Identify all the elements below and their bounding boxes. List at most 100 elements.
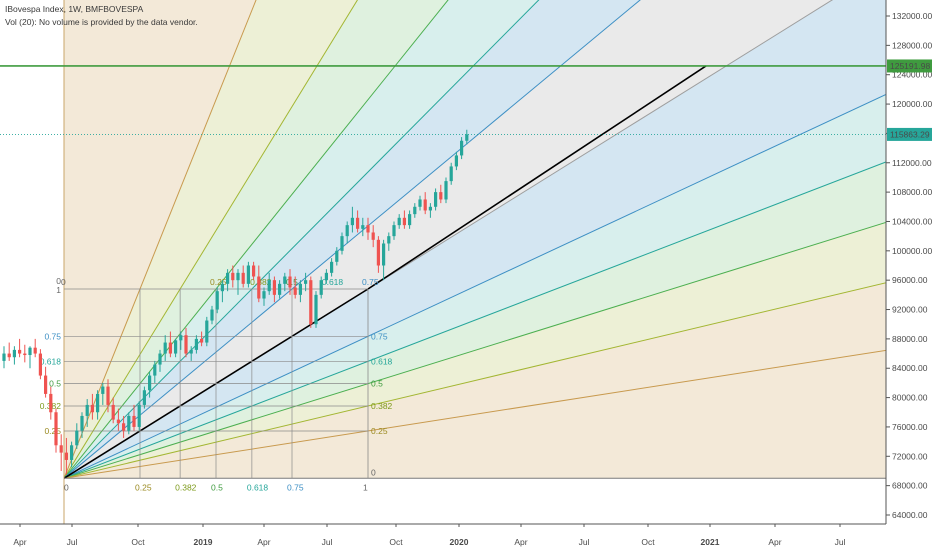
candle-body: [205, 320, 209, 343]
x-tick-label-7: 2020: [450, 537, 469, 547]
chart-title: IBovespa Index, 1W, BMFBOVESPA: [5, 4, 144, 14]
candle-body: [28, 347, 32, 356]
fib-label-left-2: 0.75: [44, 331, 61, 341]
candle-body: [215, 291, 219, 310]
candle-body: [231, 272, 235, 281]
candle-body: [163, 342, 167, 354]
y-tick-label-3: 120000.00: [892, 99, 932, 109]
candle-body: [116, 419, 120, 424]
volume-note: Vol (20): No volume is provided by the d…: [5, 17, 198, 27]
fib-label-top-5: 0.75: [362, 277, 379, 287]
x-tick-label-6: Oct: [389, 537, 403, 547]
candle-body: [387, 236, 391, 244]
gann-ray-right-3: [63, 282, 886, 479]
fib-label-right-2: 0.618: [371, 356, 393, 366]
price-tag-label-1: 115863.29: [890, 129, 930, 139]
gann-ray-left-2: [63, 0, 449, 479]
candle-body: [241, 272, 245, 284]
candle-body: [330, 261, 334, 273]
fib-label-right-4: 0.382: [371, 401, 393, 411]
price-tag-0: [887, 59, 932, 73]
y-tick-label-9: 96000.00: [892, 275, 928, 285]
candle-body: [434, 192, 438, 207]
fib-label-top-3: 0.5: [286, 277, 298, 287]
plot-area: 010.750.6180.50.3820.2500.250.3820.50.61…: [0, 0, 886, 524]
fib-label-top-4: 0.618: [322, 277, 344, 287]
candle-body: [174, 340, 178, 354]
candle-body: [70, 445, 74, 460]
candle-body: [252, 265, 256, 277]
candle-body: [59, 445, 63, 453]
x-tick-label-12: Apr: [768, 537, 781, 547]
gann-ray-right-4: [63, 349, 886, 479]
candle-body: [340, 236, 344, 251]
candle-body: [54, 412, 58, 446]
candle-body: [153, 364, 157, 376]
candle-body: [293, 287, 297, 295]
candle-body: [257, 276, 261, 299]
gann-ray-1x1-extension: [367, 0, 834, 290]
gann-ray-right-1: [63, 161, 886, 479]
candle-body: [75, 430, 79, 446]
candle-body: [168, 342, 172, 354]
y-tick-label-15: 72000.00: [892, 451, 928, 461]
x-tick-label-11: 2021: [701, 537, 720, 547]
candle-body: [309, 280, 313, 325]
candle-body: [226, 272, 230, 284]
candle-body: [262, 291, 266, 299]
candle-body: [12, 349, 16, 358]
fib-label-bottom-3: 0.5: [211, 482, 223, 492]
x-tick-label-9: Jul: [579, 537, 590, 547]
y-tick-label-12: 84000.00: [892, 363, 928, 373]
y-tick-label-10: 92000.00: [892, 305, 928, 315]
candle-body: [148, 375, 152, 391]
candle-body: [350, 217, 354, 226]
candle-body: [64, 452, 68, 460]
candle-body: [397, 217, 401, 226]
y-tick-label-8: 100000.00: [892, 246, 932, 256]
candle-body: [298, 283, 302, 295]
candle-body: [444, 181, 448, 200]
candle-body: [220, 283, 224, 292]
y-tick-label-17: 64000.00: [892, 510, 928, 520]
candle-body: [33, 347, 37, 354]
below-origin-area: [64, 478, 886, 524]
fib-label-bottom-6: 1: [363, 482, 368, 492]
y-tick-label-1: 128000.00: [892, 40, 932, 50]
price-tag-1: [887, 127, 932, 141]
candle-body: [90, 404, 94, 413]
fib-label-left-0: 0: [56, 276, 61, 286]
candle-body: [137, 404, 141, 427]
candle-body: [304, 280, 308, 284]
candle-body: [356, 217, 360, 229]
candle-body: [454, 155, 458, 167]
fib-label-bottom-1: 0.25: [135, 482, 152, 492]
candle-body: [7, 353, 11, 358]
y-tick-label-11: 88000.00: [892, 334, 928, 344]
fib-label-top-0: 0: [61, 277, 66, 287]
candle-body: [428, 206, 432, 211]
x-tick-label-3: 2019: [194, 537, 213, 547]
candle-body: [49, 393, 53, 413]
gann-ray-left-3: [63, 0, 540, 479]
candle-body: [408, 214, 412, 226]
candle-body: [106, 386, 110, 405]
candle-body: [345, 225, 349, 237]
fib-label-right-0: 0: [371, 467, 376, 477]
candle-body: [283, 276, 287, 284]
candle-body: [80, 415, 84, 431]
gann-zone-right-0: [64, 0, 886, 479]
candle-body: [267, 280, 271, 292]
candle-body: [376, 239, 380, 266]
fib-label-right-3: 0.5: [371, 379, 383, 389]
fib-label-left-3: 0.618: [40, 356, 62, 366]
fib-label-left-1: 1: [56, 285, 61, 295]
candle-body: [236, 272, 240, 281]
candle-body: [179, 335, 183, 341]
x-tick-label-2: Oct: [131, 537, 145, 547]
candle-body: [382, 243, 386, 266]
candle-body: [272, 280, 276, 295]
fib-label-bottom-4: 0.618: [247, 482, 269, 492]
x-tick-label-8: Apr: [514, 537, 527, 547]
